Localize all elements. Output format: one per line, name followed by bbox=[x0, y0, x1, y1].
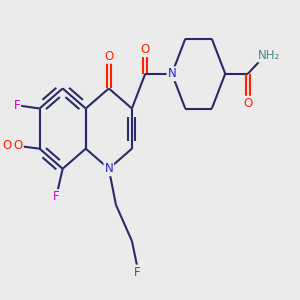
Text: F: F bbox=[14, 99, 20, 112]
Text: F: F bbox=[134, 266, 141, 279]
Text: O: O bbox=[3, 140, 12, 152]
Text: NH₂: NH₂ bbox=[258, 49, 280, 62]
Text: O: O bbox=[104, 50, 113, 63]
Text: F: F bbox=[53, 190, 60, 203]
Text: N: N bbox=[104, 162, 113, 175]
Text: N: N bbox=[167, 67, 176, 80]
Text: O: O bbox=[243, 97, 253, 110]
Text: O: O bbox=[14, 140, 23, 152]
Text: O: O bbox=[141, 43, 150, 56]
